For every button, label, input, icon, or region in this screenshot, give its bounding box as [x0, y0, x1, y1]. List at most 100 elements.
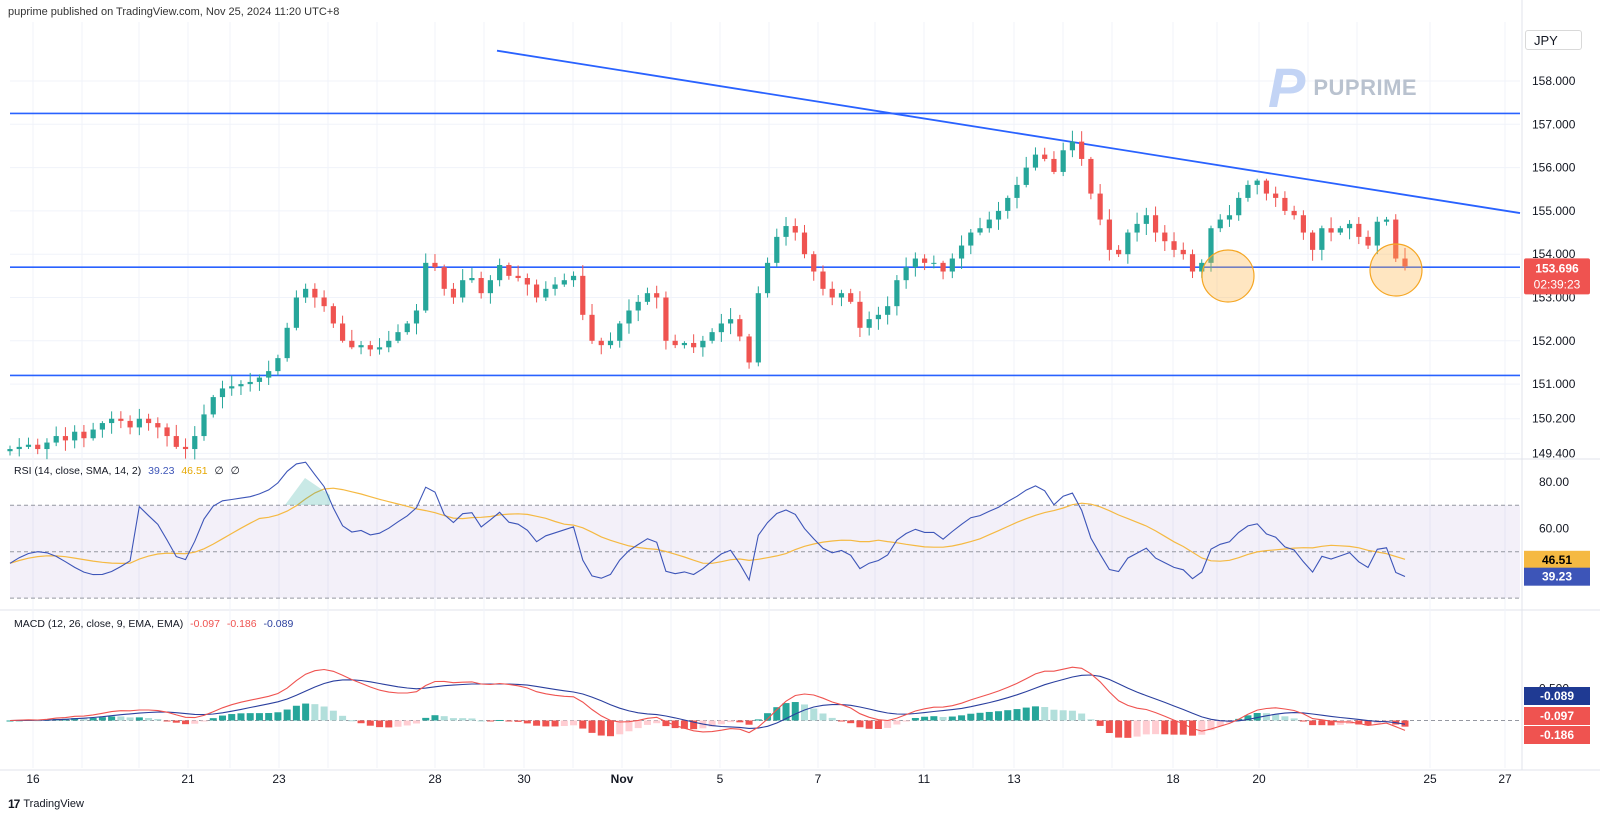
macd-histogram-bar	[1262, 713, 1270, 721]
macd-histogram-bar	[1004, 710, 1012, 721]
candle-body	[885, 306, 891, 315]
candle-body	[201, 414, 207, 437]
macd-histogram-bar	[505, 720, 513, 722]
price-tick-label: 150.200	[1532, 412, 1576, 426]
candle-body	[90, 429, 96, 439]
candle-body	[746, 336, 752, 363]
overlays: 153.696 02:39:23 46.51 39.23 -0.089 -0.097 -0.…	[1201, 243, 1590, 744]
candle-body	[312, 288, 318, 298]
macd-histogram-bar	[449, 718, 457, 721]
candle-body	[1383, 219, 1390, 222]
macd-histogram-bar	[1309, 720, 1317, 726]
time-tick-label: 28	[428, 772, 442, 786]
candle-body	[256, 377, 263, 382]
rsi-sma-tag: 46.51	[1542, 553, 1572, 567]
price-tick-label: 156.000	[1532, 161, 1576, 175]
macd-histogram-bar	[1170, 720, 1178, 735]
tradingview-name: TradingView	[23, 798, 84, 810]
macd-value-tag: -0.089	[1540, 689, 1574, 703]
candle-body	[395, 332, 401, 341]
candle-body	[1032, 154, 1039, 168]
candle-body	[1152, 215, 1159, 233]
candle-body	[1180, 249, 1186, 255]
candle-body	[986, 219, 992, 229]
candle-body	[1217, 219, 1223, 229]
candle-body	[275, 358, 281, 372]
candle-body	[783, 226, 789, 237]
candle-body	[792, 226, 798, 233]
macd-histogram-bar	[606, 720, 614, 737]
macd-histogram-bar	[801, 704, 809, 721]
time-tick-label: 21	[181, 772, 195, 786]
macd-histogram-bar	[1041, 707, 1049, 721]
macd-signal-tag: -0.186	[1540, 728, 1574, 742]
macd-histogram-bar	[1299, 720, 1307, 722]
macd-histogram-bar	[597, 720, 605, 736]
candle-body	[1236, 197, 1242, 216]
candle-body	[81, 431, 87, 439]
candle-body	[293, 297, 299, 328]
macd-histogram-bar	[893, 720, 901, 725]
candle-body	[441, 267, 447, 289]
price-tick-label: 154.000	[1532, 247, 1576, 261]
time-tick-label: 7	[815, 772, 822, 786]
candle-body	[1273, 193, 1279, 198]
macd-histogram-bar	[98, 717, 106, 721]
time-tick-label: 13	[1007, 772, 1021, 786]
macd-histogram-bar	[376, 720, 384, 728]
macd-histogram-bar	[191, 720, 199, 724]
macd-histogram-bar	[1022, 707, 1030, 721]
macd-histogram-bar	[1078, 713, 1086, 721]
time-tick-label: 18	[1166, 772, 1180, 786]
macd-histogram-bar	[1272, 714, 1280, 721]
candle-body	[7, 449, 13, 452]
macd-histogram-bar	[311, 704, 319, 721]
candle-body	[16, 446, 22, 450]
descending-trendline	[496, 49, 1521, 214]
macd-histogram-bar	[782, 703, 790, 721]
candle-body	[598, 340, 604, 346]
macd-legend-signal: -0.186	[226, 618, 257, 630]
macd-histogram-bar	[302, 703, 310, 721]
price-tag-value: 153.696	[1535, 261, 1579, 275]
candle-body	[118, 418, 124, 421]
candle-body	[820, 271, 826, 289]
candle-body	[995, 210, 1002, 220]
candle-body	[617, 323, 623, 341]
macd-histogram-bar	[921, 716, 929, 721]
candle-body	[155, 423, 161, 428]
macd-histogram-bar	[145, 717, 153, 721]
macd-histogram-bar	[828, 717, 836, 721]
candle-body	[737, 319, 743, 337]
macd-histogram-bar	[542, 720, 550, 727]
candle-body	[940, 262, 946, 272]
candle-body	[469, 278, 475, 281]
macd-histogram-bar	[265, 713, 273, 721]
candle-body	[755, 293, 761, 363]
candle-body	[367, 345, 373, 350]
macd-histogram-bar	[486, 720, 494, 722]
candle-body	[478, 278, 484, 294]
macd-histogram-bar	[939, 716, 947, 721]
highlight-circle	[1369, 243, 1423, 297]
macd-histogram-bar	[182, 720, 190, 725]
candle-body	[1106, 219, 1112, 250]
macd-histogram-bar	[643, 720, 651, 725]
currency-selector[interactable]: JPY	[1525, 30, 1582, 50]
candle-body	[266, 371, 272, 378]
macd-histogram-bar	[579, 720, 587, 729]
candle-body	[53, 436, 59, 443]
price-tick-label: 157.000	[1532, 117, 1576, 131]
macd-histogram-bar	[255, 713, 263, 721]
macd-histogram-bar	[348, 720, 356, 722]
candle-body	[1116, 249, 1122, 255]
macd-histogram-bar	[274, 712, 282, 721]
candle-body	[1208, 228, 1214, 263]
macd-legend-hist: -0.097	[190, 618, 220, 630]
candle-body	[303, 288, 309, 298]
candle-body	[1254, 180, 1260, 185]
macd-histogram-bar	[1401, 720, 1409, 727]
macd-histogram-bar	[810, 708, 818, 721]
candle-body	[44, 442, 50, 450]
